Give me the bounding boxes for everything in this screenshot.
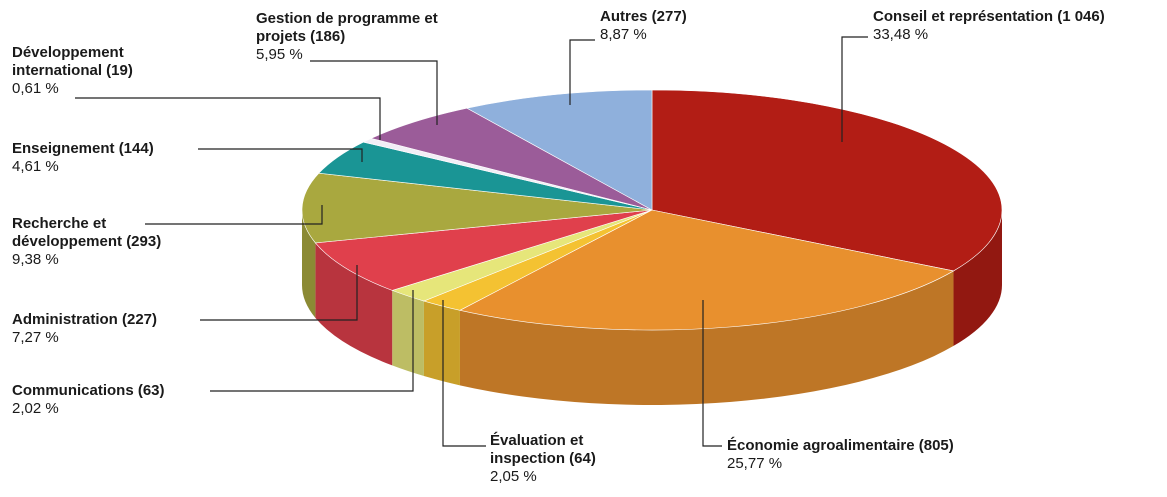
value-label: 8,87 % bbox=[600, 26, 647, 43]
category-label: Communications (63) bbox=[12, 382, 165, 399]
pie-side bbox=[459, 270, 954, 406]
leader-line bbox=[310, 60, 438, 125]
leader-line bbox=[145, 205, 323, 225]
pie-side bbox=[392, 290, 424, 377]
leader-line bbox=[569, 39, 595, 105]
value-label: 0,61 % bbox=[12, 80, 59, 97]
pie-slice bbox=[314, 209, 653, 291]
category-label: Évaluation et inspection (64) bbox=[490, 432, 596, 467]
value-label: 2,05 % bbox=[490, 468, 537, 485]
category-label: Autres (277) bbox=[600, 8, 687, 25]
category-label: Économie agroalimentaire (805) bbox=[727, 437, 954, 454]
pie-slice bbox=[370, 107, 653, 211]
leader-line bbox=[75, 97, 381, 140]
slice-label: Économie agroalimentaire (805) 25,77 % bbox=[727, 437, 954, 473]
value-label: 25,77 % bbox=[727, 455, 783, 472]
category-label: Enseignement (144) bbox=[12, 140, 154, 157]
pie-side bbox=[315, 242, 393, 366]
value-label: 4,61 % bbox=[12, 158, 59, 175]
leader-line bbox=[200, 265, 358, 321]
slice-label: Gestion de programme et projets (186) 5,9… bbox=[256, 10, 451, 64]
pie-slice bbox=[301, 172, 653, 244]
category-label: Recherche et développement (293) bbox=[12, 215, 162, 250]
slice-label: Administration (227) 7,27 % bbox=[12, 311, 157, 347]
leader-line bbox=[442, 300, 486, 447]
leader-line bbox=[702, 300, 722, 447]
slice-label: Autres (277) 8,87 % bbox=[600, 8, 687, 44]
pie-side bbox=[302, 210, 316, 318]
value-label: 2,02 % bbox=[12, 400, 59, 417]
slice-label: Conseil et représentation (1 046) 33,48 % bbox=[873, 8, 1105, 44]
category-label: Conseil et représentation (1 046) bbox=[873, 8, 1105, 25]
leader-line bbox=[210, 290, 414, 392]
slice-label: Développement international (19) 0,61 % bbox=[12, 44, 177, 98]
slice-label: Recherche et développement (293) 9,38 % bbox=[12, 215, 197, 269]
pie-slice bbox=[466, 89, 653, 211]
slice-label: Enseignement (144) 4,61 % bbox=[12, 140, 154, 176]
pie-slice bbox=[459, 209, 955, 331]
value-label: 7,27 % bbox=[12, 329, 59, 346]
slice-label: Évaluation et inspection (64) 2,05 % bbox=[490, 432, 640, 486]
leader-line bbox=[198, 148, 363, 162]
value-label: 5,95 % bbox=[256, 46, 303, 63]
value-label: 33,48 % bbox=[873, 26, 929, 43]
category-label: Administration (227) bbox=[12, 311, 158, 328]
slice-label: Communications (63) 2,02 % bbox=[12, 382, 165, 418]
category-label: Gestion de programme et projets (186) bbox=[256, 10, 438, 45]
category-label: Développement international (19) bbox=[12, 44, 133, 79]
pie-side bbox=[423, 301, 460, 386]
leader-line bbox=[841, 36, 868, 142]
pie-slice bbox=[651, 89, 1003, 272]
value-label: 9,38 % bbox=[12, 251, 59, 268]
pie-side bbox=[953, 210, 1002, 346]
